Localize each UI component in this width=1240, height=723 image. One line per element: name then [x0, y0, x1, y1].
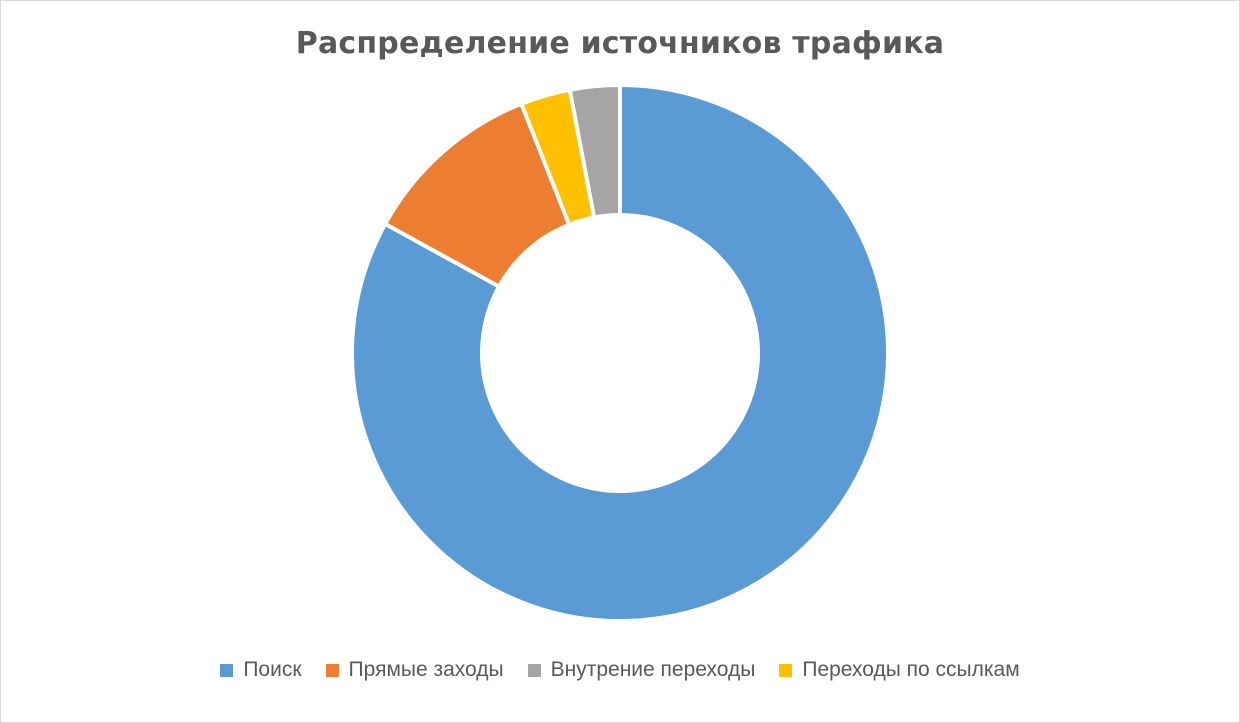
donut-slices [350, 82, 890, 623]
chart-legend: Поиск Прямые заходы Внутрение переходы П… [0, 658, 1240, 682]
legend-label-direct: Прямые заходы [348, 658, 504, 681]
legend-item-internal: Внутрение переходы [527, 658, 756, 682]
legend-item-referral: Переходы по ссылкам [779, 658, 1020, 682]
legend-label-internal: Внутрение переходы [550, 658, 756, 681]
legend-item-search: Поиск [220, 658, 302, 682]
legend-item-direct: Прямые заходы [325, 658, 504, 682]
donut-slice-search [350, 82, 890, 623]
legend-swatch-referral [779, 663, 793, 677]
legend-label-search: Поиск [243, 658, 302, 681]
donut-slice-internal [567, 82, 622, 220]
legend-swatch-internal [527, 663, 541, 677]
legend-label-referral: Переходы по ссылкам [802, 658, 1020, 681]
legend-swatch-search [220, 663, 234, 677]
legend-swatch-direct [325, 663, 339, 677]
chart-title: Распределение источников трафика [295, 26, 945, 61]
